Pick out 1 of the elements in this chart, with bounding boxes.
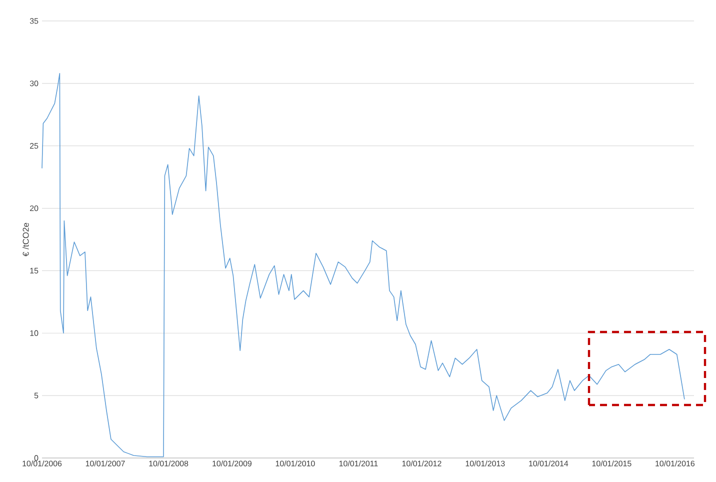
y-axis-title: € /tCO2e xyxy=(22,222,29,256)
